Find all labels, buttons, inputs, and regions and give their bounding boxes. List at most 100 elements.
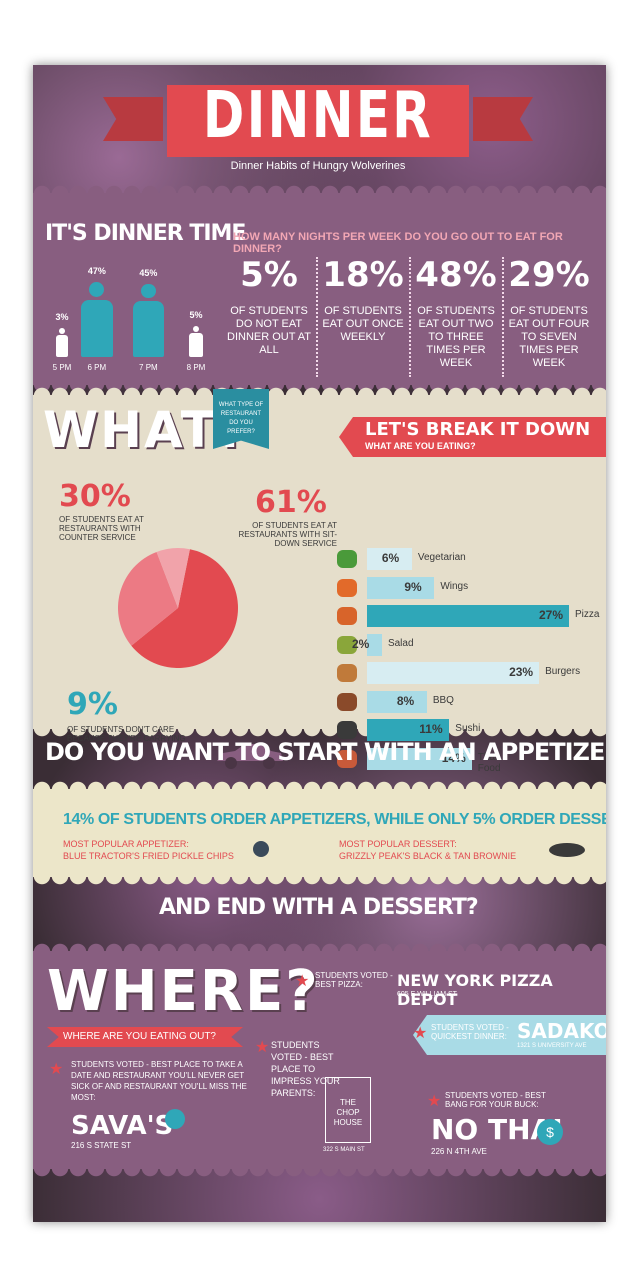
date-label: STUDENTS VOTED - BEST PLACE TO TAKE A DA… <box>71 1060 247 1102</box>
bar-value: 9% <box>404 579 422 594</box>
car-icon <box>217 744 283 769</box>
bar-fill <box>367 576 435 599</box>
bar-label: Burgers <box>545 666 581 677</box>
breakdown-subtitle: WHAT ARE YOU EATING? <box>365 441 476 451</box>
bar-value: 6% <box>381 551 400 565</box>
where-sub-banner <box>47 1027 243 1047</box>
ribbon-award-icon <box>165 1109 185 1129</box>
bar-fill <box>367 747 472 770</box>
bar-fill <box>367 719 450 741</box>
dessert-value: GRIZZLY PEAK'S BLACK & TAN BROWNIE <box>339 851 517 861</box>
bar-value: 14% <box>441 750 466 765</box>
grizzly-logo-icon <box>549 843 585 857</box>
person-pct: 45% <box>139 267 158 278</box>
bar-value: 8% <box>396 693 415 708</box>
ribbon-tail-right <box>473 97 533 141</box>
bar-fill <box>367 548 412 570</box>
pizza-icon <box>337 607 357 625</box>
quickest-addr: 1321 S UNIVERSITY AVE <box>517 1043 587 1049</box>
sitdown-text: OF STUDENTS EAT AT RESTAURANTS WITH SIT-… <box>238 521 337 548</box>
person-icon <box>89 281 105 297</box>
bar-label: Pizza <box>575 609 600 620</box>
person-icon <box>192 325 200 332</box>
person-icon <box>59 327 65 334</box>
chop-house-logo: THE CHOP HOUSE <box>325 1077 371 1143</box>
wings-icon <box>337 578 357 597</box>
counter-text: OF STUDENTS EAT AT RESTAURANTS WITH COUN… <box>59 515 144 542</box>
where-heading: WHERE? <box>47 959 320 1024</box>
parents-addr: 322 S MAIN ST <box>323 1147 365 1153</box>
date-addr: 216 S STATE ST <box>71 1141 132 1150</box>
bang-label: STUDENTS VOTED - BEST BANG FOR YOUR BUCK… <box>445 1091 546 1109</box>
bang-addr: 226 N 4TH AVE <box>431 1147 487 1156</box>
bar-fill <box>367 662 540 684</box>
person-pct: 3% <box>55 311 69 322</box>
dinner-time-heading: IT'S DINNER TIME <box>45 221 246 246</box>
person-time: 8 PM <box>186 363 206 372</box>
bar-label: Thai Food <box>477 751 501 774</box>
dessert-question: AND END WITH A DESSERT? <box>159 895 479 920</box>
carry-pct: 9% <box>67 687 118 722</box>
burger-icon <box>337 664 357 682</box>
pie-chart <box>117 548 238 668</box>
person-icon <box>141 283 156 299</box>
appetizer-panel: 14% OF STUDENTS ORDER APPETIZERS, WHILE … <box>33 780 606 886</box>
bar-value: 27% <box>539 608 564 622</box>
star-icon: ★ <box>427 1093 442 1110</box>
pie-slice <box>131 549 238 668</box>
what-heading: WHAT? <box>43 401 248 459</box>
bar-value: 23% <box>509 665 534 679</box>
carry-text: OF STUDENTS DON'T CARE BECAUSE THEY'RE C… <box>67 725 186 752</box>
person-time: 7 PM <box>139 363 158 372</box>
appetizer-stat: 14% OF STUDENTS ORDER APPETIZERS, WHILE … <box>63 811 606 828</box>
bar-value: 11% <box>419 722 443 736</box>
nights-stat: 48% OF STUDENTS EAT OUT TWO TO THREE TIME… <box>415 255 497 369</box>
star-icon: ★ <box>413 1025 428 1042</box>
nights-stat: 18% OF STUDENTS EAT OUT ONCE WEEKLY <box>322 255 404 343</box>
appetizer-question: DO YOU WANT TO START WITH AN APPETIZER? <box>45 738 606 766</box>
nights-question: HOW MANY NIGHTS PER WEEK DO YOU GO OUT T… <box>233 231 563 255</box>
pizza-label: STUDENTS VOTED - BEST PIZZA: <box>315 971 393 989</box>
page-subtitle: Dinner Habits of Hungry Wolverines <box>230 160 406 172</box>
tractor-logo-icon <box>253 841 269 857</box>
title-ribbon <box>167 85 469 157</box>
date-name: SAVA'S <box>71 1111 174 1141</box>
pizza-addr: 605 E WILLIAM ST <box>397 991 457 998</box>
salad-icon <box>337 635 357 654</box>
nights-stat: 29% OF STUDENTS EAT OUT FOUR TO SEVEN TIM… <box>508 255 590 369</box>
quickest-label: STUDENTS VOTED - QUICKEST DINNER: <box>431 1023 509 1041</box>
where-sub: WHERE ARE YOU EATING OUT? <box>63 1031 216 1042</box>
appetizer-value: BLUE TRACTOR'S FRIED PICKLE CHIPS <box>63 851 234 861</box>
person-pct: 47% <box>87 265 106 276</box>
parents-label: STUDENTS VOTED - BEST PLACE TO IMPRESS Y… <box>271 1040 340 1098</box>
pizza-name: NEW YORK PIZZA DEPOT <box>397 971 553 1009</box>
nights-stat: 5% OF STUDENTS DO NOT EAT DINNER OUT AT A… <box>227 255 311 356</box>
quickest-banner <box>413 1015 606 1055</box>
restaurant-type-tag: WHAT TYPE OF RESTAURANT DO YOU PREFER? <box>213 389 269 449</box>
appetizer-label: MOST POPULAR APPETIZER: <box>63 839 189 849</box>
breakdown-title: LET'S BREAK IT DOWN <box>365 419 591 440</box>
bar-fill <box>367 605 569 627</box>
dessert-label: MOST POPULAR DESSERT: <box>339 839 457 849</box>
ribbon-tail-left <box>103 97 163 141</box>
person-pct: 5% <box>189 309 203 320</box>
bar-label: BBQ <box>432 694 454 706</box>
star-icon: ★ <box>49 1061 64 1078</box>
sitdown-pct: 61% <box>255 485 327 520</box>
counter-pct: 30% <box>59 479 131 514</box>
quickest-name: SADAKO <box>517 1019 606 1043</box>
person-time: 5 PM <box>52 363 72 372</box>
pie-slice <box>156 548 190 608</box>
person-time: 6 PM <box>87 363 107 372</box>
infographic: DINNER Dinner Habits of Hungry Wolverine… <box>33 65 606 1222</box>
bbq-icon <box>337 692 357 711</box>
pie-slice <box>117 551 178 646</box>
dinner-time-panel: IT'S DINNER TIME 3% 5 PM 47% 6 PM 45% 7 PM 5% 8… <box>33 184 606 394</box>
bar-label: Sushi <box>455 723 481 734</box>
bar-fill <box>367 690 427 713</box>
bar-label: Salad <box>387 637 414 649</box>
bar-value: 2% <box>351 636 370 651</box>
pepper-icon <box>337 550 357 568</box>
what-panel: WHAT? WHAT TYPE OF RESTAURANT DO YOU PRE… <box>33 386 606 774</box>
where-panel: WHERE? WHERE ARE YOU EATING OUT? ★ STUDE… <box>33 942 606 1178</box>
